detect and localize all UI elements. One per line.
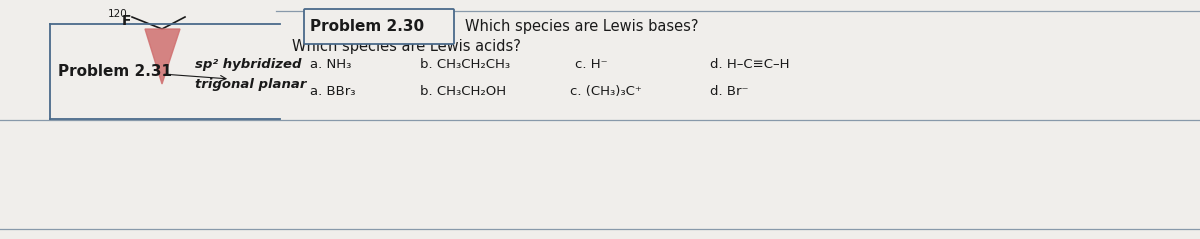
- Text: d. H–C≡C–H: d. H–C≡C–H: [710, 58, 790, 71]
- Text: c. H⁻: c. H⁻: [575, 58, 607, 71]
- Text: a. BBr₃: a. BBr₃: [310, 85, 355, 98]
- Text: F: F: [122, 14, 132, 28]
- Text: Problem 2.31: Problem 2.31: [58, 64, 172, 79]
- Text: d. Br⁻: d. Br⁻: [710, 85, 749, 98]
- Text: Which species are Lewis bases?: Which species are Lewis bases?: [466, 19, 698, 34]
- FancyBboxPatch shape: [304, 9, 454, 44]
- Text: trigonal planar: trigonal planar: [194, 77, 306, 91]
- Text: 120: 120: [108, 9, 127, 19]
- Text: Problem 2.30: Problem 2.30: [310, 19, 424, 34]
- Text: c. (CH₃)₃C⁺: c. (CH₃)₃C⁺: [570, 85, 642, 98]
- Text: b. CH₃CH₂CH₃: b. CH₃CH₂CH₃: [420, 58, 510, 71]
- Polygon shape: [145, 29, 180, 84]
- Text: a. NH₃: a. NH₃: [310, 58, 352, 71]
- Text: b. CH₃CH₂OH: b. CH₃CH₂OH: [420, 85, 506, 98]
- Text: sp² hybridized: sp² hybridized: [194, 58, 301, 71]
- Text: Which species are Lewis acids?: Which species are Lewis acids?: [292, 38, 521, 54]
